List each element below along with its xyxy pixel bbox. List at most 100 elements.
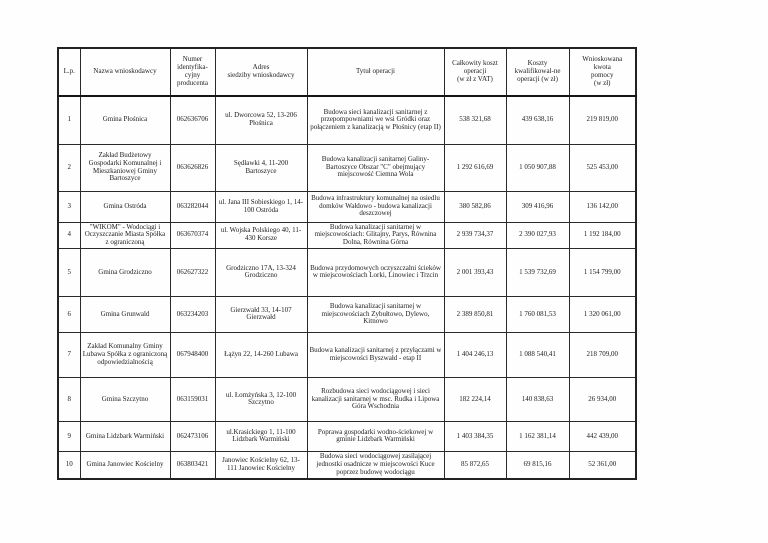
cell-operation-title: Budowa infrastruktury komunalnej na osie…: [306, 190, 445, 223]
cell-lp: 6: [57, 295, 81, 333]
scanned-table-sheet: L.p. Nazwa wnioskodawcy Numer identyfika…: [57, 47, 637, 481]
cell-lp: 9: [57, 420, 81, 452]
cell-requested-amount: 136 142,00: [568, 190, 637, 223]
cell-applicant-name: Gmina Lidzbark Warmiński: [79, 420, 171, 452]
header-eligible-costs: Koszty kwalifikowal-ne operacji (w zł): [505, 47, 570, 97]
cell-eligible-costs: 69 815,16: [505, 450, 570, 480]
cell-eligible-costs: 439 638,16: [505, 95, 570, 145]
cell-total-cost: 1 403 384,35: [443, 420, 507, 452]
cell-applicant-name: Zakład Komunalny Gminy Lubawa Spółka z o…: [79, 331, 171, 378]
cell-total-cost: 85 872,65: [443, 450, 507, 480]
cell-eligible-costs: 1 162 381,14: [505, 420, 570, 452]
cell-eligible-costs: 309 416,96: [505, 190, 570, 223]
cell-total-cost: 2 389 850,81: [443, 295, 507, 333]
applications-table: L.p. Nazwa wnioskodawcy Numer identyfika…: [57, 47, 637, 481]
cell-operation-title: Budowa sieci kanalizacji sanitarnej z pr…: [306, 95, 445, 145]
cell-address: ul. Dworcowa 52, 13-206 Płośnica: [214, 95, 308, 145]
table-body: 1 Gmina Płośnica 062636706 ul. Dworcowa …: [57, 95, 637, 480]
cell-requested-amount: 442 439,00: [568, 420, 637, 452]
cell-requested-amount: 1 192 184,00: [568, 221, 637, 249]
cell-applicant-name: Gmina Janowiec Kościelny: [79, 450, 171, 480]
cell-operation-title: Poprawa gospodarki wodno-ściekowej w gmi…: [306, 420, 445, 452]
cell-applicant-name: Gmina Ostróda: [79, 190, 171, 223]
cell-eligible-costs: 1 539 732,69: [505, 247, 570, 297]
cell-requested-amount: 52 361,00: [568, 450, 637, 480]
cell-applicant-name: Gmina Płośnica: [79, 95, 171, 145]
cell-total-cost: 380 582,86: [443, 190, 507, 223]
table-row: 9 Gmina Lidzbark Warmiński 062473106 ul.…: [57, 420, 637, 452]
cell-producer-id: 067948400: [169, 331, 216, 378]
table-header: L.p. Nazwa wnioskodawcy Numer identyfika…: [57, 47, 637, 97]
cell-requested-amount: 1 320 061,00: [568, 295, 637, 333]
cell-operation-title: Rozbudowa sieci wodociągowej i sieci kan…: [306, 376, 445, 422]
cell-requested-amount: 1 154 799,00: [568, 247, 637, 297]
table-row: 2 Zakład Budżetowy Gospodarki Komunalnej…: [57, 143, 637, 192]
cell-address: ul. Wojska Polskiego 40, 11-430 Korsze: [214, 221, 308, 249]
cell-eligible-costs: 2 390 027,93: [505, 221, 570, 249]
cell-producer-id: 063670374: [169, 221, 216, 249]
cell-address: ul.Krasickiego 1, 11-100 Lidzbark Warmiń…: [214, 420, 308, 452]
cell-requested-amount: 26 934,00: [568, 376, 637, 422]
header-address: Adres siedziby wnioskodawcy: [214, 47, 308, 97]
cell-producer-id: 063626826: [169, 143, 216, 192]
cell-producer-id: 063803421: [169, 450, 216, 480]
cell-address: Sędławki 4, 11-200 Bartoszyce: [214, 143, 308, 192]
cell-requested-amount: 219 819,00: [568, 95, 637, 145]
cell-requested-amount: 218 709,00: [568, 331, 637, 378]
table-row: 8 Gmina Szczytno 063159031 ul. Łomżyńska…: [57, 376, 637, 422]
header-lp: L.p.: [57, 47, 81, 97]
table-row: 3 Gmina Ostróda 063282044 ul. Jana III S…: [57, 190, 637, 223]
cell-address: Janowiec Kościelny 62, 13-111 Janowiec K…: [214, 450, 308, 480]
cell-producer-id: 062627322: [169, 247, 216, 297]
table-row: 4 "WIKOM" - Wodociągi i Oczyszczanie Mia…: [57, 221, 637, 249]
cell-total-cost: 1 404 246,13: [443, 331, 507, 378]
cell-producer-id: 062473106: [169, 420, 216, 452]
header-applicant-name: Nazwa wnioskodawcy: [79, 47, 171, 97]
cell-operation-title: Budowa przydomowych oczyszczalni ścieków…: [306, 247, 445, 297]
table-row: 6 Gmina Grunwald 063234203 Gierzwałd 33,…: [57, 295, 637, 333]
cell-lp: 3: [57, 190, 81, 223]
cell-eligible-costs: 1 088 540,41: [505, 331, 570, 378]
cell-applicant-name: Gmina Szczytno: [79, 376, 171, 422]
cell-lp: 8: [57, 376, 81, 422]
cell-applicant-name: "WIKOM" - Wodociągi i Oczyszczanie Miast…: [79, 221, 171, 249]
cell-address: Grodziczno 17A, 13-324 Grodziczno: [214, 247, 308, 297]
table-row: 10 Gmina Janowiec Kościelny 063803421 Ja…: [57, 450, 637, 480]
cell-total-cost: 538 321,68: [443, 95, 507, 145]
cell-producer-id: 063282044: [169, 190, 216, 223]
cell-applicant-name: Zakład Budżetowy Gospodarki Komunalnej i…: [79, 143, 171, 192]
cell-operation-title: Budowa kanalizacji sanitarnej z przyłącz…: [306, 331, 445, 378]
cell-address: ul. Jana III Sobieskiego 1, 14-100 Ostró…: [214, 190, 308, 223]
cell-requested-amount: 525 453,00: [568, 143, 637, 192]
cell-lp: 5: [57, 247, 81, 297]
cell-applicant-name: Gmina Grunwald: [79, 295, 171, 333]
cell-operation-title: Budowa kanalizacji sanitarnej w miejscow…: [306, 221, 445, 249]
cell-eligible-costs: 140 838,63: [505, 376, 570, 422]
cell-producer-id: 063159031: [169, 376, 216, 422]
table-row: 5 Gmina Grodziczno 062627322 Grodziczno …: [57, 247, 637, 297]
header-producer-id: Numer identyfika- cyjny producenta: [169, 47, 216, 97]
cell-address: ul. Łomżyńska 3, 12-100 Szczytno: [214, 376, 308, 422]
table-row: 7 Zakład Komunalny Gminy Lubawa Spółka z…: [57, 331, 637, 378]
cell-lp: 1: [57, 95, 81, 145]
header-operation-title: Tytuł operacji: [306, 47, 445, 97]
cell-producer-id: 063234203: [169, 295, 216, 333]
cell-operation-title: Budowa sieci wodociągowej zasilającej je…: [306, 450, 445, 480]
cell-producer-id: 062636706: [169, 95, 216, 145]
cell-lp: 2: [57, 143, 81, 192]
cell-applicant-name: Gmina Grodziczno: [79, 247, 171, 297]
cell-total-cost: 182 224,14: [443, 376, 507, 422]
cell-total-cost: 2 939 734,37: [443, 221, 507, 249]
cell-operation-title: Budowa kanalizacji sanitarnej w miejscow…: [306, 295, 445, 333]
cell-eligible-costs: 1 760 081,53: [505, 295, 570, 333]
cell-lp: 7: [57, 331, 81, 378]
cell-address: Gierzwałd 33, 14-107 Gierzwałd: [214, 295, 308, 333]
cell-lp: 10: [57, 450, 81, 480]
cell-lp: 4: [57, 221, 81, 249]
header-requested-amount: Wnioskowana kwota pomocy (w zł): [568, 47, 637, 97]
cell-total-cost: 1 292 616,69: [443, 143, 507, 192]
cell-address: Łążyn 22, 14-260 Lubawa: [214, 331, 308, 378]
header-row: L.p. Nazwa wnioskodawcy Numer identyfika…: [57, 47, 637, 97]
table-row: 1 Gmina Płośnica 062636706 ul. Dworcowa …: [57, 95, 637, 145]
